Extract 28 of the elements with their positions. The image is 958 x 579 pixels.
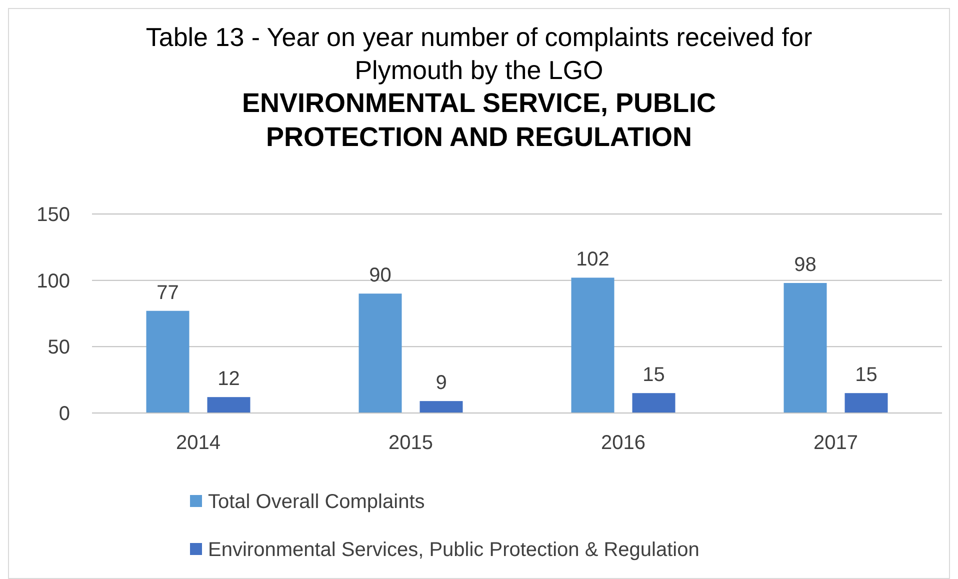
- bar: [571, 278, 614, 413]
- x-tick-label: 2014: [176, 432, 220, 454]
- data-label: 12: [218, 368, 240, 390]
- bar: [632, 393, 676, 413]
- bar: [146, 310, 190, 413]
- bar: [420, 401, 463, 413]
- data-label: 77: [156, 282, 179, 304]
- data-label: 90: [369, 264, 392, 287]
- x-tick-label: 2017: [814, 432, 858, 454]
- x-tick-label: 2016: [601, 432, 646, 454]
- chart-title: Table 13 - Year on year number of complaints received for Plymouth by the LGO: [146, 22, 812, 85]
- legend-label: Total Overall Complaints: [208, 491, 425, 513]
- y-tick-label: 100: [36, 270, 70, 292]
- chart-subtitle: ENVIRONMENTAL SERVICE, PUBLIC PROTECTION AND REGULATION: [242, 88, 716, 152]
- x-tick-label: 2015: [388, 432, 433, 454]
- y-tick-label: 150: [36, 204, 70, 226]
- data-label: 9: [436, 372, 447, 394]
- bar: [844, 393, 888, 413]
- bar: [358, 294, 402, 413]
- bar: [207, 397, 250, 413]
- data-label: 15: [642, 364, 665, 386]
- y-tick-label: 50: [48, 336, 70, 359]
- bar: [784, 282, 827, 413]
- legend-label: Environmental Services, Public Protection & Regulation: [208, 539, 700, 561]
- data-label: 102: [576, 248, 610, 271]
- data-label: 98: [794, 254, 816, 276]
- data-label: 15: [855, 364, 878, 386]
- y-tick-label: 0: [58, 403, 70, 425]
